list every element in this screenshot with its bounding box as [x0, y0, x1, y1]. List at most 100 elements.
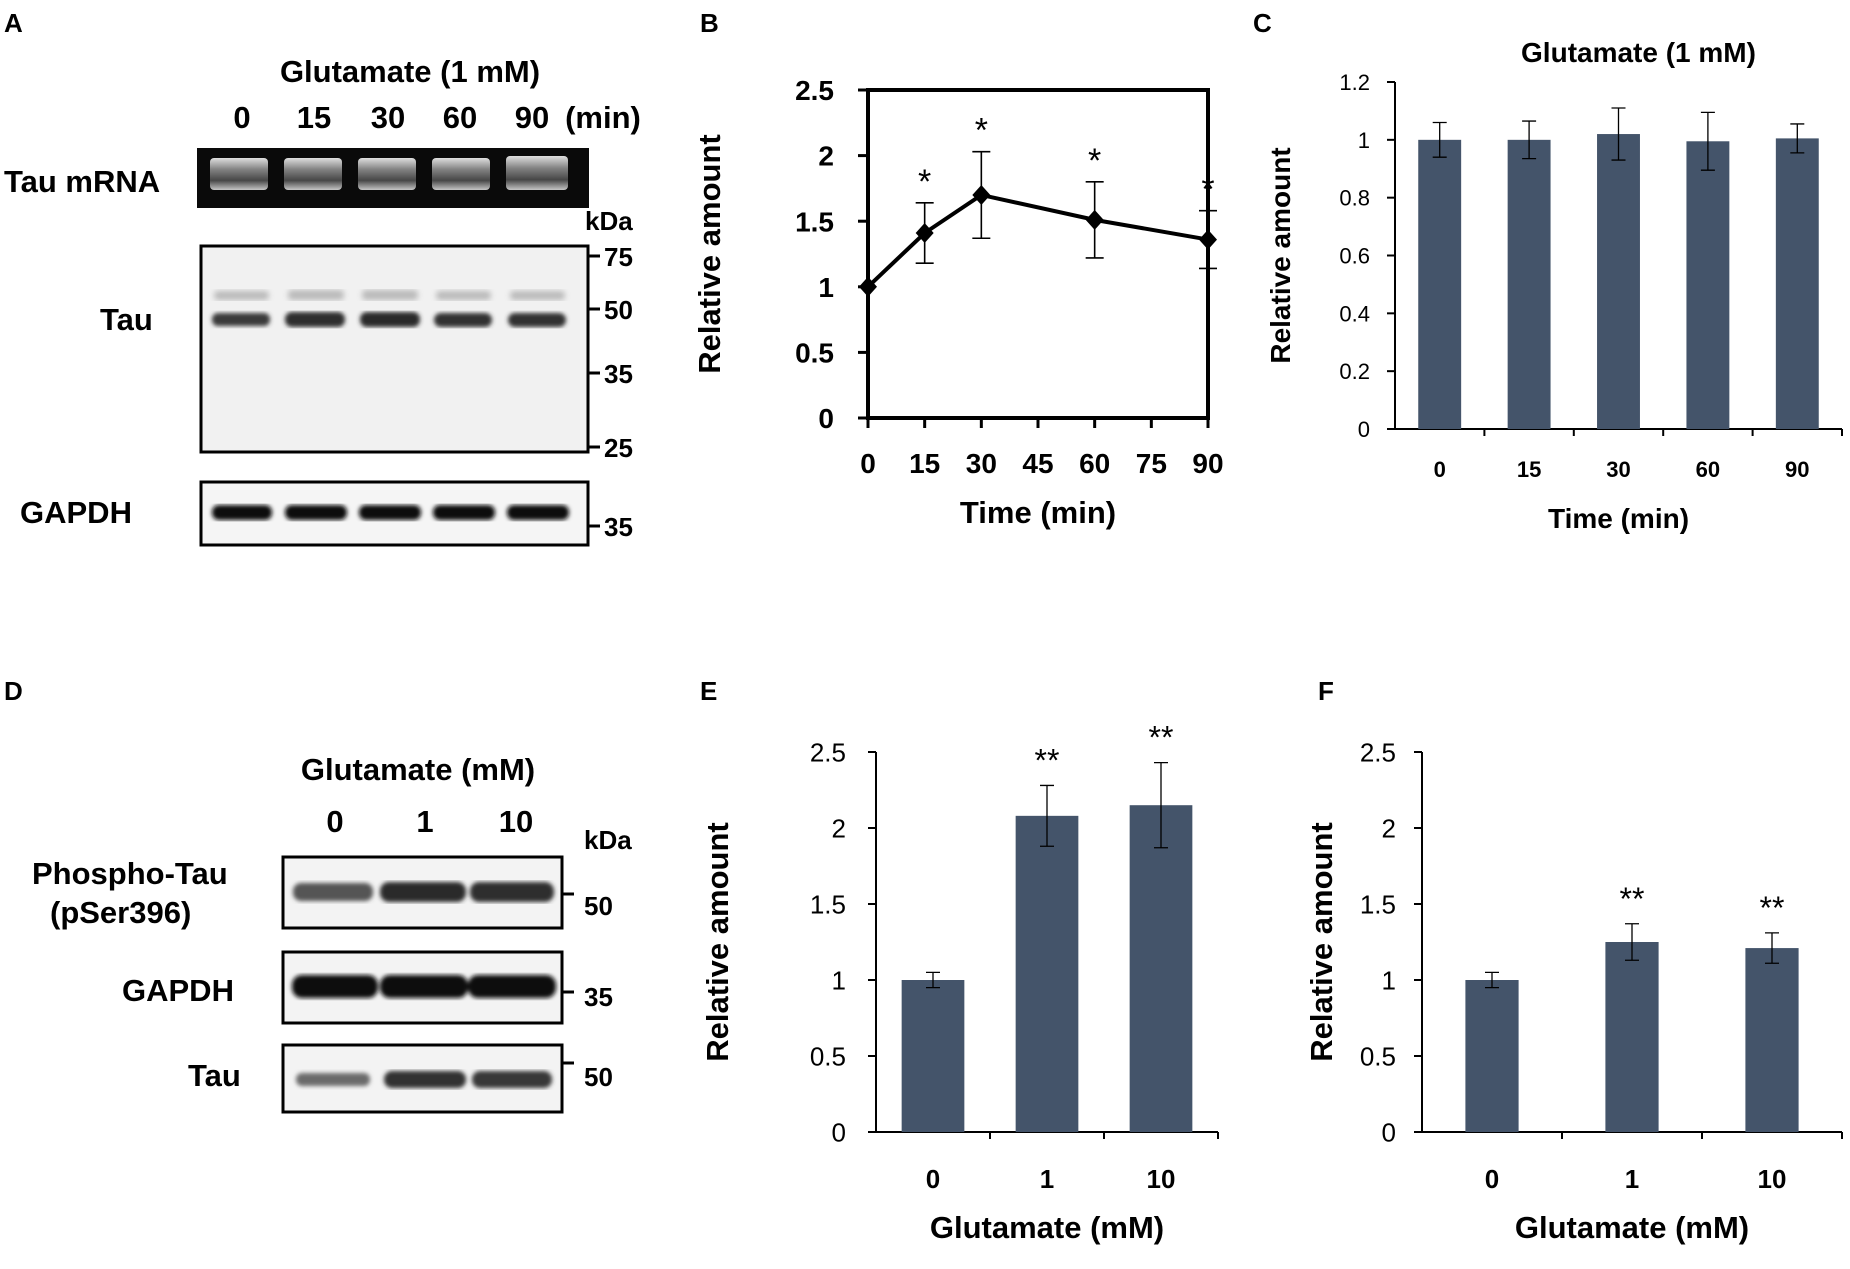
tau-blot-markers [588, 254, 600, 449]
chart-c-y-tick-label: 0 [1358, 417, 1370, 442]
chart-e-error-bar [926, 971, 940, 989]
chart-b-x-tick-label: 15 [909, 448, 940, 479]
chart-b-significance-mark: * [1201, 171, 1214, 209]
chart-c-error-bar [1611, 107, 1626, 161]
tau-bands-d [296, 1071, 552, 1088]
chart-c-bar [1507, 139, 1551, 430]
chart-e-y-axis-label: Relative amount [700, 822, 735, 1061]
chart-f-y-tick-label: 2.5 [1360, 737, 1396, 767]
marker-50: 50 [604, 295, 633, 325]
panel-label-c: C [1253, 8, 1272, 38]
chart-e-error-bar [1154, 761, 1168, 849]
chart-f-y-axis-label: Relative amount [1304, 822, 1339, 1061]
chart-c-bar [1686, 141, 1730, 429]
chart-c-title: Glutamate (1 mM) [1521, 37, 1756, 68]
chart-c-error-bar [1790, 123, 1805, 154]
row-label-pser396: (pSer396) [50, 895, 191, 930]
chart-e: Relative amount 0 0.5 1 1.5 2 2.5 0 1 ** 10 ** Gluta… [700, 720, 1219, 1245]
blot-a-header: Glutamate (1 mM) [280, 54, 540, 89]
blot-d-header: Glutamate (mM) [301, 752, 535, 787]
row-label-phospho-tau: Phospho-Tau [32, 856, 228, 891]
chart-f-error-bar [1765, 932, 1779, 964]
blot-a-kda: kDa [585, 206, 633, 236]
chart-b-data-point [1085, 209, 1104, 230]
chart-b-significance-mark: * [918, 163, 931, 201]
chart-c-error-bar [1432, 121, 1447, 158]
chart-b-x-axis-label: Time (min) [960, 495, 1116, 530]
chart-b-x-tick-label: 45 [1022, 448, 1053, 479]
chart-f-x-tick-label: 10 [1758, 1164, 1787, 1194]
chart-b-y-tick-label: 2.5 [795, 75, 834, 106]
chart-b-significance-mark: * [975, 112, 988, 150]
phospho-tau-bands [293, 882, 554, 902]
blot-a-unit: (min) [565, 100, 641, 135]
blot-a-lane-0: 0 [233, 100, 250, 135]
chart-f: Relative amount 0 0.5 1 1.5 2 2.5 0 1 ** 10 ** Gluta… [1304, 737, 1843, 1245]
chart-f-bar [1465, 980, 1519, 1132]
chart-b-x-tick-label: 75 [1136, 448, 1167, 479]
chart-b-y-tick-label: 1 [818, 272, 834, 303]
chart-c-bar [1597, 134, 1640, 430]
chart-c-y-tick-label: 1 [1358, 128, 1370, 153]
chart-e-y-tick-label: 2 [832, 813, 846, 843]
chart-b-data-point [972, 184, 991, 205]
chart-f-error-bar [1485, 971, 1499, 989]
row-label-gapdh-a: GAPDH [20, 495, 132, 530]
chart-c-y-tick-label: 1.2 [1339, 70, 1370, 95]
chart-c: Relative amount Glutamate (1 mM) 0 0.2 0.4 0.… [1265, 37, 1843, 534]
chart-f-y-tick-label: 0.5 [1360, 1041, 1396, 1071]
gapdh-blot-bands-a [212, 505, 569, 520]
chart-c-y-tick-label: 0.8 [1339, 186, 1370, 211]
chart-b-x-tick-label: 60 [1079, 448, 1110, 479]
chart-f-x-tick-label: 0 [1485, 1164, 1499, 1194]
panel-label-f: F [1318, 676, 1334, 706]
chart-b-y-tick-label: 2 [818, 141, 834, 172]
chart-c-error-bar [1522, 120, 1537, 160]
phospho-marker-50: 50 [584, 891, 613, 921]
blot-a-lane-60: 60 [443, 100, 477, 135]
chart-b-series-line [866, 192, 1209, 289]
chart-f-y-tick-label: 0 [1382, 1117, 1396, 1147]
chart-e-x-tick-label: 1 [1040, 1164, 1054, 1194]
chart-c-x-tick-label: 90 [1785, 457, 1809, 482]
chart-c-bar [1418, 139, 1462, 430]
marker-25: 25 [604, 433, 633, 463]
chart-e-significance-mark: ** [1149, 720, 1174, 756]
chart-e-bar [1129, 805, 1193, 1132]
chart-c-x-tick-label: 30 [1606, 457, 1630, 482]
chart-e-bar [1015, 815, 1079, 1132]
chart-e-x-tick-label: 0 [926, 1164, 940, 1194]
chart-b-data-point [1199, 229, 1217, 250]
chart-b-y-tick-label: 0 [818, 403, 834, 434]
gapdh-marker-35-a: 35 [604, 512, 633, 542]
chart-b-x-tick-label: 0 [860, 448, 876, 479]
chart-e-significance-mark: ** [1035, 742, 1060, 778]
blot-panel-a: Glutamate (1 mM) 0 15 30 60 90 (min) Tau… [4, 54, 641, 547]
blot-a-lane-30: 30 [371, 100, 405, 135]
row-label-tau-mrna: Tau mRNA [4, 164, 160, 199]
tau-blot-bands [212, 290, 566, 327]
chart-e-x-tick-label: 10 [1147, 1164, 1176, 1194]
chart-b-data-point [915, 223, 934, 244]
chart-f-x-axis-label: Glutamate (mM) [1515, 1210, 1749, 1245]
panel-label-a: A [4, 8, 23, 38]
chart-c-y-tick-label: 0.2 [1339, 359, 1370, 384]
chart-f-x-tick-label: 1 [1625, 1164, 1639, 1194]
chart-e-x-axis-label: Glutamate (mM) [930, 1210, 1164, 1245]
blot-panel-d: Glutamate (mM) 0 1 10 kDa Phospho-Tau (p… [32, 752, 632, 1114]
chart-b-y-tick-label: 1.5 [795, 206, 834, 237]
chart-e-y-tick-label: 1 [832, 965, 846, 995]
chart-c-x-tick-label: 15 [1517, 457, 1541, 482]
chart-e-error-bar [1040, 784, 1054, 847]
chart-b-frame [866, 88, 1210, 420]
blot-a-lane-90: 90 [515, 100, 549, 135]
chart-e-bar [901, 980, 965, 1132]
chart-c-error-bar [1700, 111, 1715, 171]
chart-e-y-tick-label: 0.5 [810, 1041, 846, 1071]
chart-b-y-axis-label: Relative amount [692, 134, 727, 373]
chart-f-significance-mark: ** [1760, 890, 1785, 926]
tau-blot-frame [199, 244, 590, 454]
chart-f-bar [1605, 942, 1659, 1132]
chart-c-x-tick-label: 60 [1696, 457, 1720, 482]
